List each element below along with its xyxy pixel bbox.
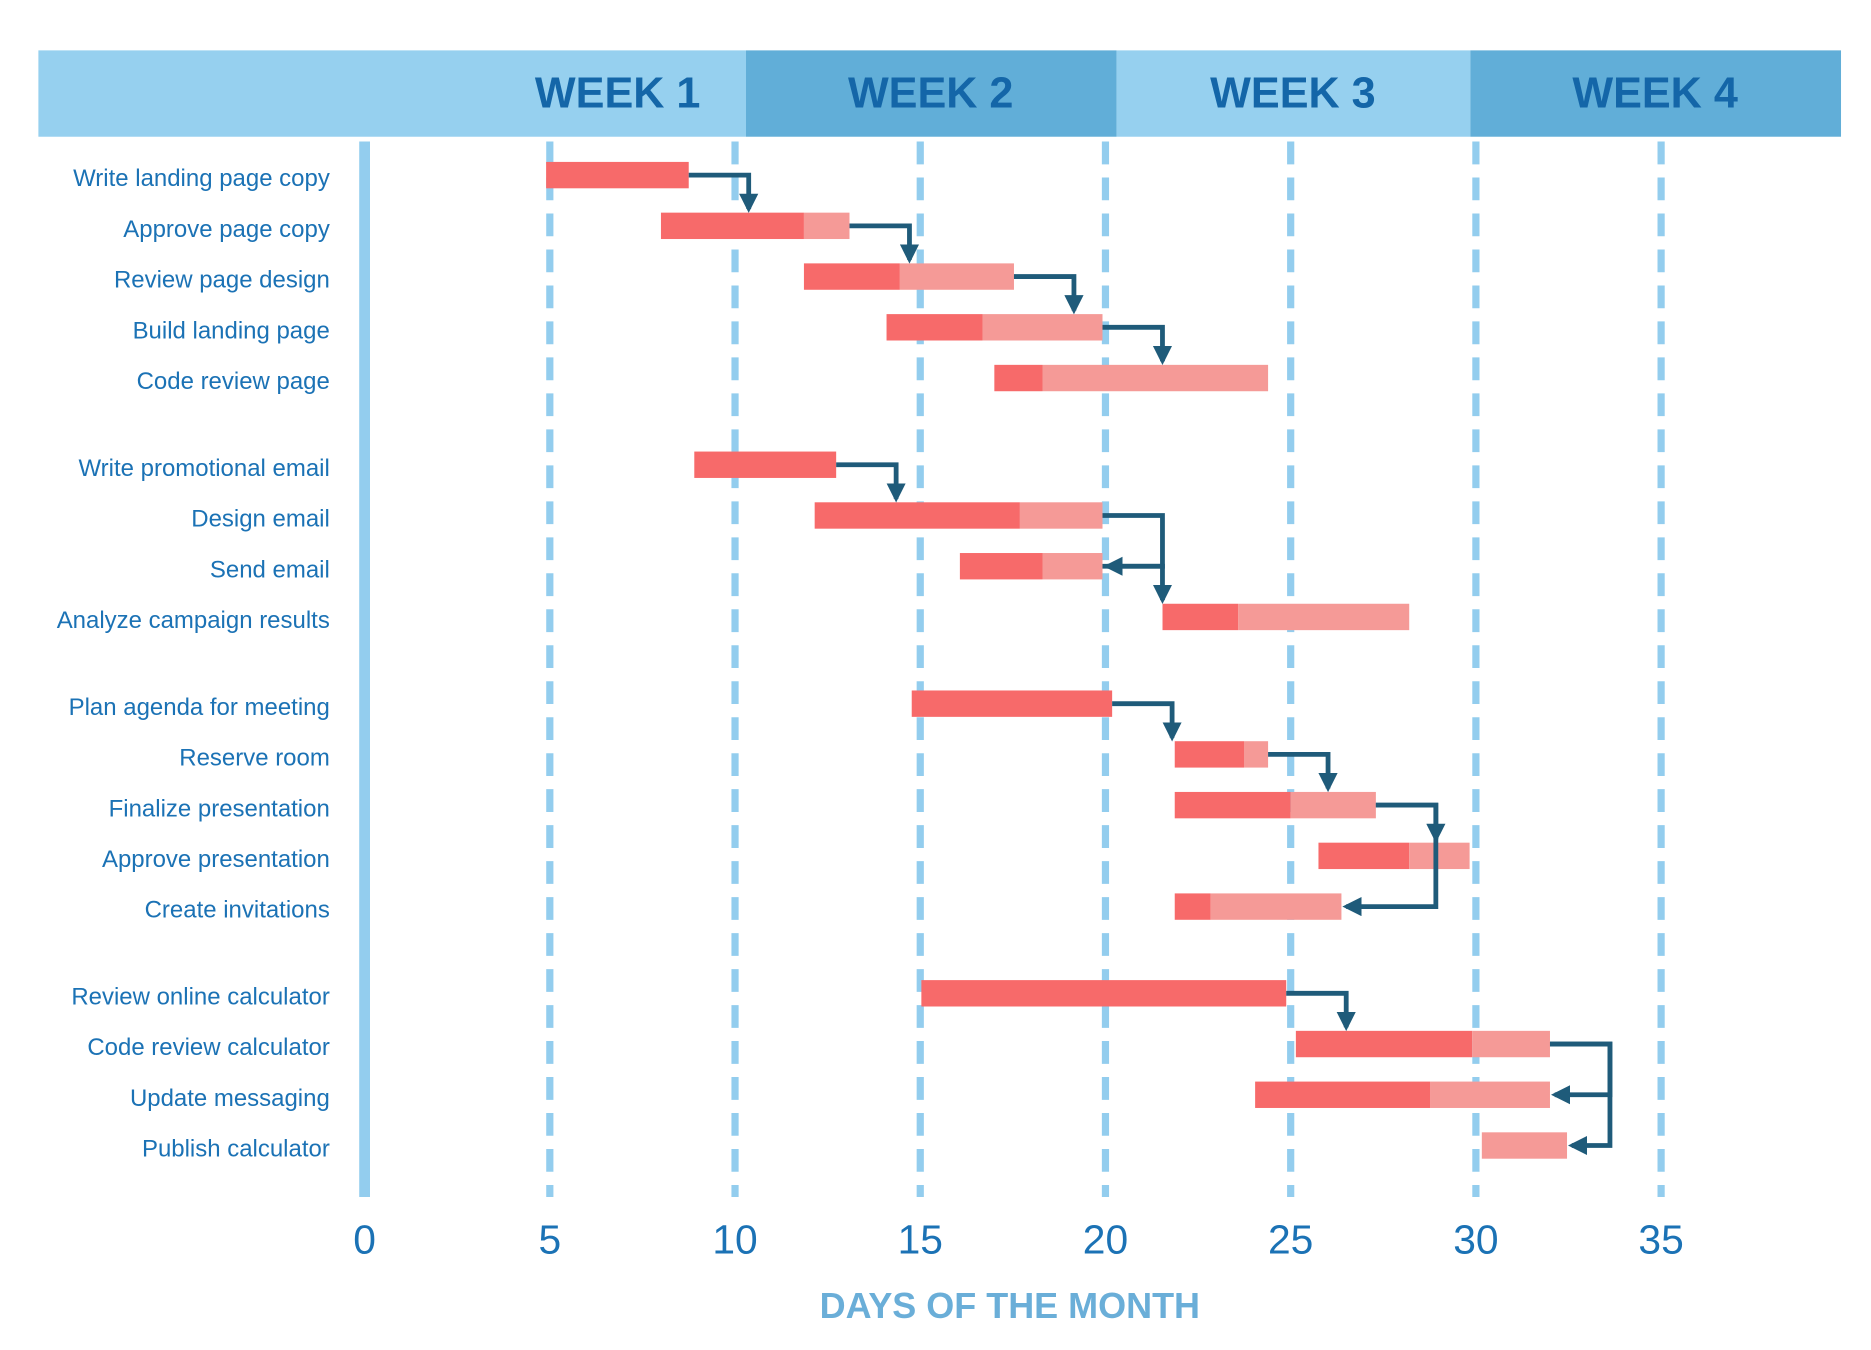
remaining-bar [1472,1030,1550,1058]
task-label: Reserve room [179,745,330,772]
x-axis-title: DAYS OF THE MONTH [820,1285,1200,1326]
remaining-bar [1238,603,1410,631]
task-label: Plan agenda for meeting [69,694,330,721]
done-bar [1162,603,1239,631]
done-bar [1174,741,1245,768]
done-bar [1255,1081,1431,1108]
done-bar [921,980,1287,1007]
task-label: Build landing page [133,317,330,344]
dependency-arrow [688,172,759,213]
remaining-bar [982,314,1103,341]
done-bar [814,502,1020,529]
x-tick-label: 25 [1268,1216,1313,1262]
done-bar [886,314,983,341]
remaining-bar [803,212,850,240]
week-label: WEEK 4 [1572,69,1737,117]
task-label: Publish calculator [142,1136,330,1163]
x-tick-label: 35 [1638,1216,1683,1262]
week-band [746,50,1117,137]
done-bar [1174,893,1211,920]
done-bar [1174,791,1291,819]
task-label: Write promotional email [78,455,329,482]
remaining-bar [1481,1132,1568,1159]
dependency-arrow [1549,1041,1613,1156]
x-tick-label: 20 [1083,1216,1128,1262]
week-band [38,50,747,137]
task-label: Code review calculator [87,1034,329,1061]
dependency-arrow [1549,1041,1613,1105]
task-label: Create invitations [145,897,330,924]
dependency-arrow [1102,563,1173,604]
task-label: Review page design [114,267,330,294]
done-bar [694,451,837,478]
done-bar [546,161,689,189]
remaining-bar [1290,791,1376,819]
task-label: Design email [191,506,330,533]
dependency-arrow [849,223,920,264]
task-label: Review online calculator [71,983,329,1010]
dependency-arrow [1102,513,1165,576]
x-tick-label: 5 [538,1216,561,1262]
week-band [1116,50,1471,137]
x-tick-label: 15 [898,1216,943,1262]
week-band [1470,50,1842,137]
dependency-arrow [1112,701,1182,742]
done-bar [660,212,804,240]
task-label: Update messaging [130,1085,330,1112]
done-bar [1295,1030,1473,1058]
task-label: Code review page [137,368,330,395]
done-bar [959,553,1043,580]
dependency-arrow [1342,802,1439,917]
remaining-bar [1244,741,1269,768]
task-label: Approve presentation [102,846,330,873]
remaining-bar [1210,893,1342,920]
week-label: WEEK 1 [535,69,700,117]
task-label: Finalize presentation [109,795,330,822]
dependency-arrow [836,462,906,503]
dependency-arrow [1375,802,1446,843]
week-label: WEEK 3 [1210,69,1375,117]
dependency-arrow [1286,990,1356,1032]
task-label: Approve page copy [123,216,330,243]
task-label: Send email [210,556,330,583]
remaining-bar [899,263,1014,290]
done-bar [1318,842,1410,870]
x-tick-label: 0 [353,1216,376,1262]
dependency-arrow [1102,324,1173,366]
task-label: Write landing page copy [73,165,330,192]
remaining-bar [1019,502,1103,529]
done-bar [911,690,1113,717]
done-bar [803,263,900,290]
x-tick-label: 10 [712,1216,757,1262]
dependency-arrow [1268,751,1338,793]
remaining-bar [1430,1081,1550,1108]
remaining-bar [1042,553,1103,580]
remaining-bar [1409,842,1470,870]
task-label: Analyze campaign results [57,607,330,634]
done-bar [994,364,1043,392]
x-tick-label: 30 [1453,1216,1498,1262]
dependency-arrow [1013,274,1084,315]
remaining-bar [1042,364,1269,392]
week-label: WEEK 2 [848,69,1013,117]
